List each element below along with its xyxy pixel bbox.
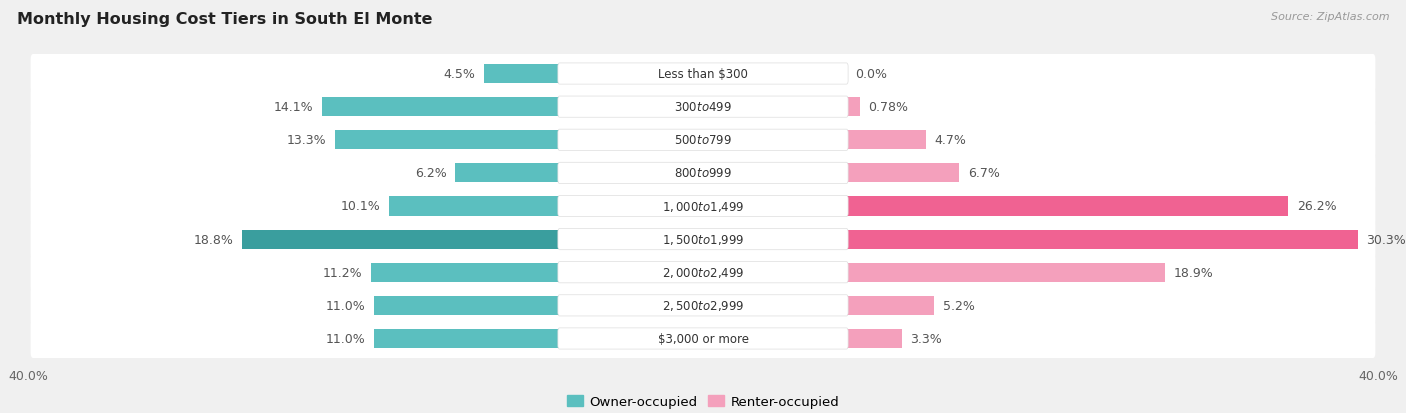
Bar	[389, 197, 560, 216]
FancyBboxPatch shape	[31, 121, 1375, 160]
Text: 11.2%: 11.2%	[322, 266, 363, 279]
FancyBboxPatch shape	[31, 220, 1375, 259]
Bar	[374, 296, 560, 315]
Text: $500 to $799: $500 to $799	[673, 134, 733, 147]
Text: 18.9%: 18.9%	[1174, 266, 1213, 279]
Text: 11.0%: 11.0%	[326, 299, 366, 312]
FancyBboxPatch shape	[558, 64, 848, 85]
Text: 14.1%: 14.1%	[274, 101, 314, 114]
Bar	[322, 98, 560, 117]
FancyBboxPatch shape	[558, 196, 848, 217]
Text: $300 to $499: $300 to $499	[673, 101, 733, 114]
FancyBboxPatch shape	[558, 97, 848, 118]
Text: 0.0%: 0.0%	[855, 68, 887, 81]
Bar	[846, 164, 959, 183]
FancyBboxPatch shape	[31, 319, 1375, 358]
Text: 11.0%: 11.0%	[326, 332, 366, 345]
Text: Source: ZipAtlas.com: Source: ZipAtlas.com	[1271, 12, 1389, 22]
FancyBboxPatch shape	[31, 286, 1375, 325]
Bar	[846, 230, 1358, 249]
Text: 26.2%: 26.2%	[1296, 200, 1337, 213]
FancyBboxPatch shape	[31, 154, 1375, 193]
Bar	[456, 164, 560, 183]
Bar	[846, 263, 1166, 282]
Text: 13.3%: 13.3%	[287, 134, 326, 147]
Text: Less than $300: Less than $300	[658, 68, 748, 81]
Text: 5.2%: 5.2%	[942, 299, 974, 312]
Text: 10.1%: 10.1%	[342, 200, 381, 213]
FancyBboxPatch shape	[558, 130, 848, 151]
FancyBboxPatch shape	[558, 229, 848, 250]
FancyBboxPatch shape	[31, 187, 1375, 226]
Text: $2,000 to $2,499: $2,000 to $2,499	[662, 266, 744, 280]
Bar	[242, 230, 560, 249]
Bar	[846, 197, 1288, 216]
Bar	[335, 131, 560, 150]
Bar	[846, 131, 925, 150]
Bar	[846, 296, 934, 315]
Bar	[371, 263, 560, 282]
FancyBboxPatch shape	[558, 262, 848, 283]
FancyBboxPatch shape	[31, 55, 1375, 94]
FancyBboxPatch shape	[31, 253, 1375, 292]
FancyBboxPatch shape	[31, 88, 1375, 127]
Bar	[846, 98, 859, 117]
Text: Monthly Housing Cost Tiers in South El Monte: Monthly Housing Cost Tiers in South El M…	[17, 12, 433, 27]
FancyBboxPatch shape	[558, 295, 848, 316]
Text: $2,500 to $2,999: $2,500 to $2,999	[662, 299, 744, 313]
FancyBboxPatch shape	[558, 163, 848, 184]
Bar	[374, 329, 560, 348]
Legend: Owner-occupied, Renter-occupied: Owner-occupied, Renter-occupied	[561, 390, 845, 413]
Text: 4.7%: 4.7%	[934, 134, 966, 147]
Bar	[484, 65, 560, 84]
Text: 3.3%: 3.3%	[911, 332, 942, 345]
Text: $3,000 or more: $3,000 or more	[658, 332, 748, 345]
Text: 30.3%: 30.3%	[1367, 233, 1406, 246]
Text: 0.78%: 0.78%	[868, 101, 908, 114]
Text: $1,500 to $1,999: $1,500 to $1,999	[662, 233, 744, 247]
Text: 18.8%: 18.8%	[194, 233, 233, 246]
Text: $800 to $999: $800 to $999	[673, 167, 733, 180]
Text: $1,000 to $1,499: $1,000 to $1,499	[662, 199, 744, 214]
Text: 6.7%: 6.7%	[967, 167, 1000, 180]
Bar	[846, 329, 903, 348]
FancyBboxPatch shape	[558, 328, 848, 349]
Text: 4.5%: 4.5%	[443, 68, 475, 81]
Text: 6.2%: 6.2%	[415, 167, 447, 180]
